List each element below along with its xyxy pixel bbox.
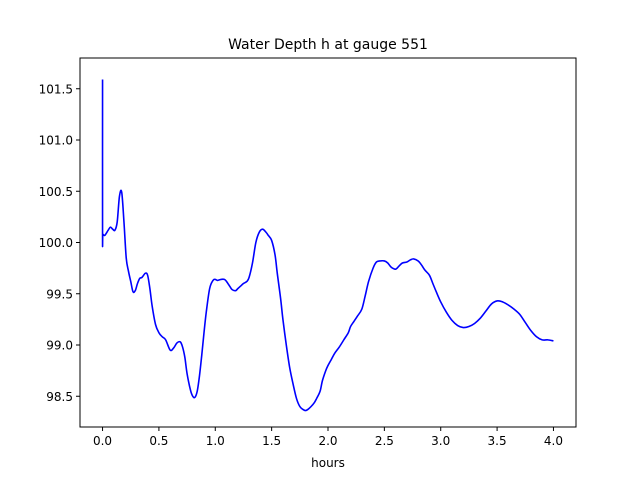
x-axis-label: hours (311, 456, 345, 470)
x-tick-label: 4.0 (544, 434, 563, 448)
x-tick-label: 0.0 (93, 434, 112, 448)
chart-title: Water Depth h at gauge 551 (228, 37, 428, 53)
x-tick-label: 2.5 (375, 434, 394, 448)
y-tick-label: 101.0 (39, 134, 73, 148)
x-axis-ticks: 0.0 0.5 1.0 1.5 2.0 2.5 3.0 3.5 4.0 (93, 427, 563, 448)
series-layer (101, 79, 554, 412)
x-tick-label: 1.5 (262, 434, 281, 448)
y-tick-label: 99.0 (46, 339, 73, 353)
y-tick-label: 99.5 (46, 287, 73, 301)
x-tick-label: 1.0 (206, 434, 225, 448)
y-tick-label: 100.5 (39, 185, 73, 199)
x-tick-label: 3.5 (488, 434, 507, 448)
x-tick-label: 0.5 (149, 434, 168, 448)
series-line (101, 79, 554, 412)
x-tick-label: 3.0 (431, 434, 450, 448)
y-axis-ticks: 98.5 99.0 99.5 100.0 100.5 101.0 101.5 (39, 82, 80, 404)
y-tick-label: 98.5 (46, 390, 73, 404)
y-tick-label: 100.0 (39, 236, 73, 250)
y-tick-label: 101.5 (39, 82, 73, 96)
x-tick-label: 2.0 (318, 434, 337, 448)
